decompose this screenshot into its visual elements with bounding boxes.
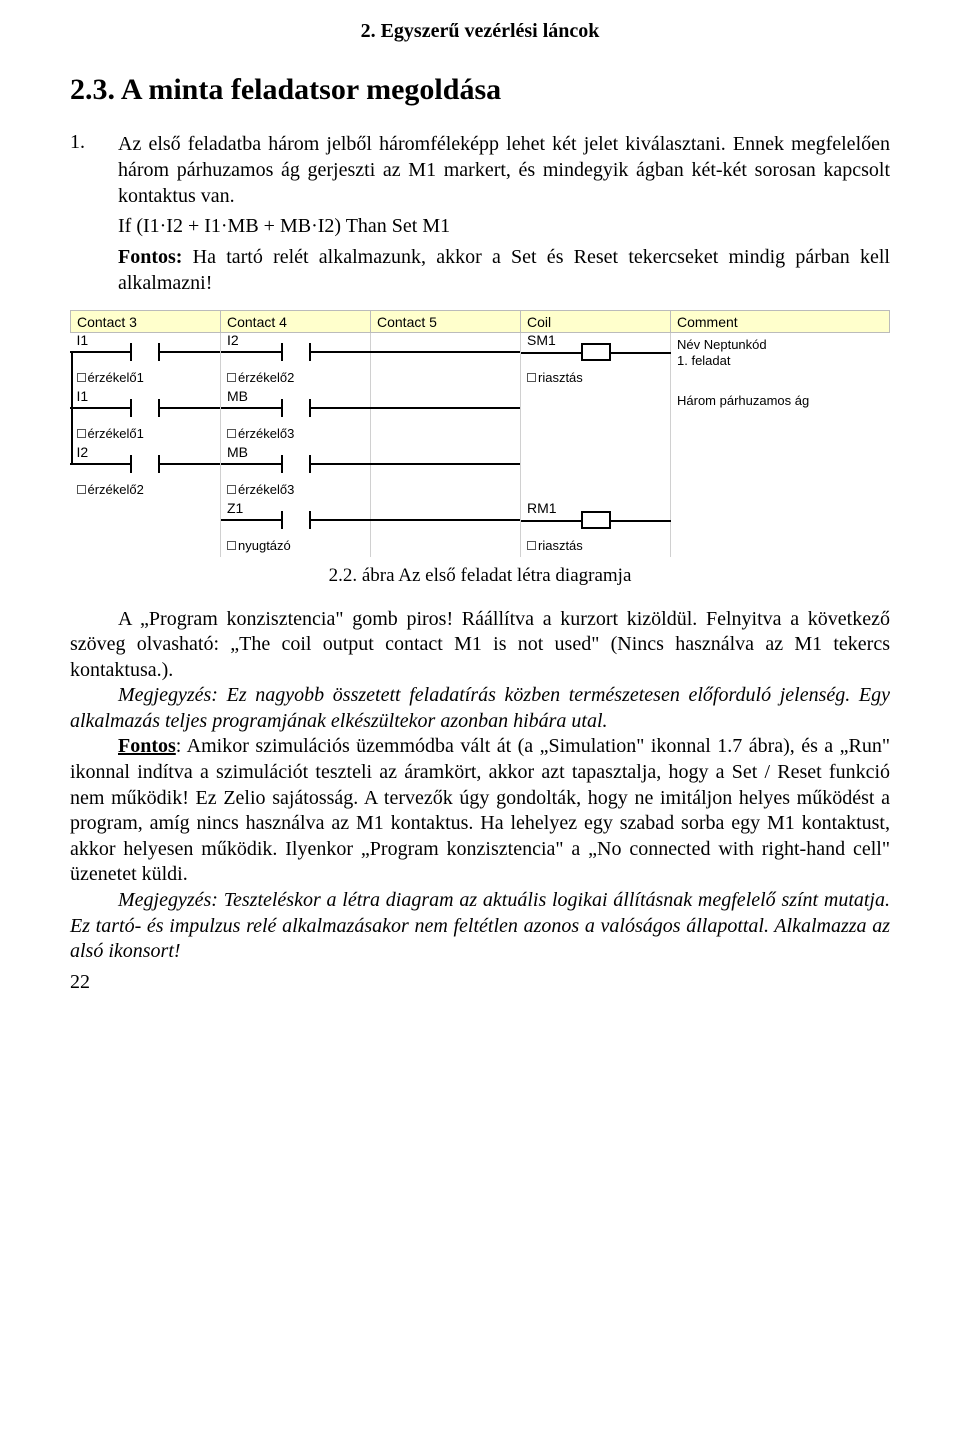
section-title: 2.3. A minta feladatsor megoldása [70, 73, 890, 107]
coil-symbol [581, 343, 611, 361]
paragraph-1b: Ha tartó relét alkalmazunk, akkor a Set … [118, 246, 890, 294]
col-header-comment: Comment [671, 311, 890, 333]
element-description: érzékelő2 [227, 370, 294, 385]
rung-comment [671, 501, 890, 557]
contact-label: I1 [77, 388, 89, 404]
contact-symbol [118, 455, 172, 473]
col-header-coil: Coil [521, 311, 671, 333]
element-description: nyugtázó [227, 538, 291, 553]
contact-label: MB [227, 388, 248, 404]
paragraph-2: A „Program konzisztencia" gomb piros! Rá… [70, 608, 890, 681]
element-description: érzékelő1 [77, 426, 144, 441]
rung-comment: Három párhuzamos ág [671, 389, 890, 445]
element-description: érzékelő1 [77, 370, 144, 385]
important-label: Fontos: [118, 246, 182, 268]
contact-symbol [269, 343, 323, 361]
contact-label: Z1 [227, 500, 243, 516]
contact-label: MB [227, 444, 248, 460]
ladder-diagram: Contact 3 Contact 4 Contact 5 Coil Comme… [70, 310, 890, 557]
paragraph-5: Megjegyzés: Teszteléskor a létra diagram… [70, 889, 890, 962]
paragraph-4: : Amikor szimulációs üzemmódba vált át (… [70, 735, 890, 885]
figure-caption: 2.2. ábra Az első feladat létra diagramj… [70, 565, 890, 587]
list-number: 1. [70, 131, 118, 209]
important-label-2: Fontos [118, 735, 176, 757]
boolean-formula: If (I1·I2 + I1·MB + MB·I2) Than Set M1 [118, 215, 890, 238]
contact-symbol [269, 399, 323, 417]
paragraph-3: Megjegyzés: Ez nagyobb összetett feladat… [70, 684, 890, 732]
element-description: érzékelő3 [227, 482, 294, 497]
coil-label: SM1 [527, 332, 556, 348]
element-description: érzékelő2 [77, 482, 144, 497]
contact-label: I1 [77, 332, 89, 348]
col-header-contact3: Contact 3 [71, 311, 221, 333]
contact-symbol [118, 399, 172, 417]
paragraph-1a: Az első feladatba három jelből háromféle… [118, 133, 890, 207]
rung-comment: Név Neptunkód1. feladat [671, 333, 890, 389]
chapter-header: 2. Egyszerű vezérlési láncok [70, 20, 890, 43]
col-header-contact4: Contact 4 [221, 311, 371, 333]
col-header-contact5: Contact 5 [371, 311, 521, 333]
coil-label: RM1 [527, 500, 557, 516]
coil-symbol [581, 511, 611, 529]
contact-label: I2 [77, 444, 89, 460]
contact-symbol [269, 455, 323, 473]
element-description: riasztás [527, 538, 583, 553]
element-description: érzékelő3 [227, 426, 294, 441]
rung-comment [671, 445, 890, 501]
page-number: 22 [70, 971, 890, 994]
contact-symbol [269, 511, 323, 529]
contact-symbol [118, 343, 172, 361]
contact-label: I2 [227, 332, 239, 348]
element-description: riasztás [527, 370, 583, 385]
